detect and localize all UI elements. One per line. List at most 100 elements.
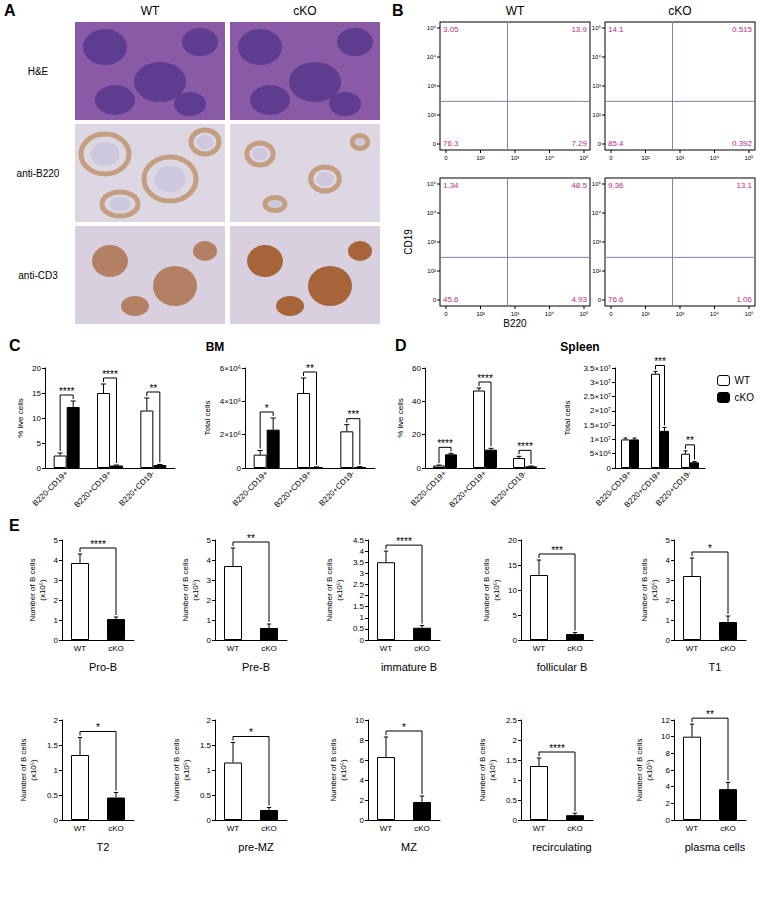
svg-text:1: 1	[666, 616, 671, 625]
svg-text:2: 2	[513, 736, 518, 745]
svg-text:cKO: cKO	[293, 4, 316, 18]
svg-text:1: 1	[360, 613, 365, 622]
svg-text:B220-CD19+: B220-CD19+	[409, 469, 448, 508]
svg-text:WT: WT	[74, 824, 87, 833]
svg-text:0: 0	[54, 636, 59, 645]
svg-text:cKO: cKO	[735, 392, 755, 403]
svg-text:10²: 10²	[476, 311, 485, 317]
svg-text:2: 2	[54, 596, 59, 605]
svg-text:10²: 10²	[641, 155, 650, 161]
svg-text:1.06: 1.06	[736, 295, 752, 304]
svg-text:10³: 10³	[592, 83, 601, 89]
svg-text:0.5: 0.5	[200, 791, 212, 800]
svg-text:0: 0	[433, 297, 437, 303]
svg-text:cKO: cKO	[720, 824, 736, 833]
svg-text:recirculating: recirculating	[532, 841, 591, 853]
svg-text:10: 10	[355, 716, 364, 725]
svg-text:10⁴: 10⁴	[427, 210, 437, 216]
svg-text:2: 2	[207, 596, 212, 605]
svg-text:2.5×10⁷: 2.5×10⁷	[583, 392, 611, 401]
svg-text:B220+CD19-: B220+CD19-	[117, 469, 156, 508]
svg-text:****: ****	[437, 438, 453, 449]
svg-text:10⁵: 10⁵	[427, 25, 437, 31]
svg-text:0.5: 0.5	[506, 796, 518, 805]
svg-text:cKO: cKO	[720, 644, 736, 653]
svg-text:cKO: cKO	[414, 644, 430, 653]
svg-text:immature B: immature B	[381, 661, 437, 673]
svg-text:10⁴: 10⁴	[592, 54, 602, 60]
svg-text:0: 0	[207, 816, 212, 825]
svg-text:****: ****	[549, 743, 565, 754]
svg-text:5×10⁶: 5×10⁶	[590, 449, 611, 458]
svg-text:45.6: 45.6	[443, 295, 459, 304]
svg-text:(x10⁵): (x10⁵)	[650, 579, 659, 601]
svg-text:4: 4	[666, 782, 671, 791]
svg-text:Number of B cells: Number of B cells	[482, 558, 491, 621]
svg-text:15: 15	[32, 389, 41, 398]
svg-text:1: 1	[513, 776, 518, 785]
svg-text:*: *	[402, 722, 406, 733]
svg-text:cKO: cKO	[567, 824, 583, 833]
svg-text:0.5: 0.5	[353, 624, 365, 633]
svg-text:0: 0	[666, 816, 671, 825]
svg-text:cKO: cKO	[108, 644, 124, 653]
svg-text:0: 0	[598, 297, 602, 303]
svg-text:5: 5	[37, 439, 42, 448]
svg-text:3: 3	[666, 576, 671, 585]
svg-text:3: 3	[207, 576, 212, 585]
svg-text:follicular B: follicular B	[537, 661, 588, 673]
svg-text:B220+CD19+: B220+CD19+	[273, 469, 314, 510]
svg-text:**: **	[149, 383, 157, 394]
svg-text:cKO: cKO	[108, 824, 124, 833]
svg-text:0.515: 0.515	[732, 25, 753, 34]
svg-text:CD19: CD19	[403, 229, 414, 255]
svg-text:Number of B cells: Number of B cells	[19, 738, 28, 801]
svg-text:0: 0	[433, 141, 437, 147]
svg-text:WT: WT	[74, 644, 87, 653]
svg-text:H&E: H&E	[28, 66, 49, 77]
svg-text:WT: WT	[227, 824, 240, 833]
svg-text:(x10⁵): (x10⁵)	[339, 759, 348, 781]
svg-text:B220: B220	[503, 318, 527, 329]
svg-text:4: 4	[54, 556, 59, 565]
svg-text:WT: WT	[533, 644, 546, 653]
svg-text:76.3: 76.3	[443, 139, 459, 148]
svg-text:D: D	[395, 337, 407, 354]
svg-text:B: B	[392, 2, 404, 19]
svg-text:% live cells: % live cells	[396, 398, 405, 438]
svg-text:10⁴: 10⁴	[545, 311, 555, 317]
svg-text:*: *	[708, 543, 712, 554]
svg-text:1.34: 1.34	[443, 181, 459, 190]
svg-text:10³: 10³	[676, 155, 685, 161]
svg-text:****: ****	[59, 386, 75, 397]
svg-text:0: 0	[598, 141, 602, 147]
svg-text:1.5×10⁷: 1.5×10⁷	[583, 421, 611, 430]
svg-text:B220+CD19+: B220+CD19+	[73, 469, 114, 510]
svg-text:WT: WT	[686, 644, 699, 653]
svg-text:C: C	[9, 337, 21, 354]
svg-text:*: *	[249, 727, 253, 738]
svg-text:(x10⁵): (x10⁵)	[38, 579, 47, 601]
svg-text:4.5: 4.5	[353, 536, 365, 545]
svg-text:****: ****	[396, 536, 412, 547]
svg-text:Total cells: Total cells	[563, 400, 572, 435]
svg-text:0: 0	[207, 636, 212, 645]
svg-text:10⁵: 10⁵	[579, 155, 589, 161]
svg-text:10³: 10³	[427, 83, 436, 89]
svg-text:10⁵: 10⁵	[579, 311, 589, 317]
svg-text:cKO: cKO	[668, 4, 691, 18]
svg-text:0: 0	[360, 816, 365, 825]
svg-text:76.6: 76.6	[608, 295, 624, 304]
svg-text:B220+CD19-: B220+CD19-	[654, 469, 693, 508]
svg-text:0: 0	[444, 311, 448, 317]
svg-text:cKO: cKO	[567, 644, 583, 653]
svg-text:48.5: 48.5	[571, 181, 587, 190]
svg-text:0: 0	[360, 636, 365, 645]
svg-text:T1: T1	[709, 661, 722, 673]
svg-text:3×10⁷: 3×10⁷	[590, 378, 611, 387]
svg-text:Number of B cells: Number of B cells	[478, 738, 487, 801]
svg-text:12: 12	[661, 716, 670, 725]
svg-text:cKO: cKO	[261, 644, 277, 653]
svg-text:A: A	[4, 2, 16, 19]
svg-text:1.5: 1.5	[506, 756, 518, 765]
